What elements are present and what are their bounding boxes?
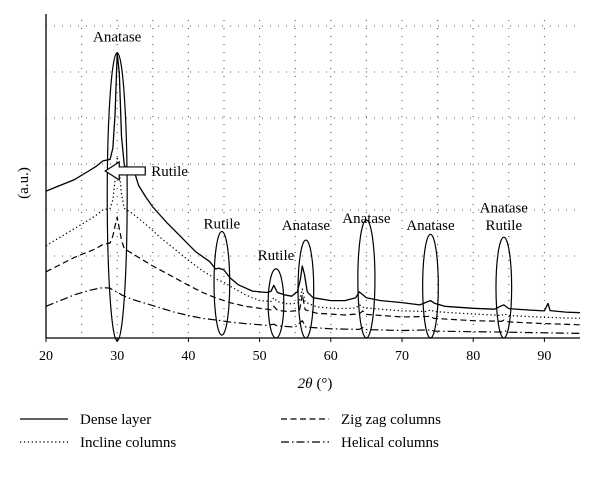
series-line-2 bbox=[45, 216, 581, 326]
peak-ellipse-2 bbox=[267, 268, 285, 339]
x-tick-label-5: 70 bbox=[395, 349, 409, 364]
x-ticks: 20 30 40 50 60 70 80 90 bbox=[39, 338, 551, 364]
series-group bbox=[45, 52, 581, 334]
annotation-label-8: Rutile bbox=[485, 218, 522, 234]
y-axis-label: (a.u.) bbox=[16, 167, 32, 199]
annotation-label-1: Rutile bbox=[151, 164, 188, 180]
rutile-arrow-icon bbox=[104, 160, 146, 182]
x-tick-label-3: 50 bbox=[253, 349, 267, 364]
annotation-label-0: Anatase bbox=[93, 29, 142, 45]
x-axis-label: 2θ (°) bbox=[298, 376, 333, 392]
legend-label-1: Incline columns bbox=[80, 435, 176, 451]
annotation-label-3: Rutile bbox=[258, 248, 295, 264]
grid bbox=[46, 20, 580, 338]
peak-ellipse-4 bbox=[357, 219, 376, 339]
legend: Dense layer Zig zag columns Incline column… bbox=[20, 412, 441, 451]
axes bbox=[45, 14, 580, 339]
x-axis-label-unit: (°) bbox=[316, 376, 332, 392]
x-tick-label-6: 80 bbox=[466, 349, 480, 364]
x-tick-label-1: 30 bbox=[110, 349, 124, 364]
annotation-label-2: Rutile bbox=[204, 217, 241, 233]
legend-label-3: Helical columns bbox=[341, 435, 439, 451]
annotation-label-6: Anatase bbox=[406, 218, 455, 234]
x-tick-label-4: 60 bbox=[324, 349, 338, 364]
legend-label-2: Zig zag columns bbox=[341, 412, 441, 428]
annotation-label-4: Anatase bbox=[282, 218, 331, 234]
series-line-3 bbox=[45, 287, 581, 334]
peak-ellipse-6 bbox=[495, 236, 513, 339]
ellipse-group bbox=[106, 52, 513, 342]
annotation-label-7: Anatase bbox=[480, 201, 529, 217]
legend-label-0: Dense layer bbox=[80, 412, 151, 428]
peak-ellipse-3 bbox=[297, 239, 315, 339]
x-tick-label-0: 20 bbox=[39, 349, 53, 364]
peak-ellipse-1 bbox=[213, 230, 231, 336]
peak-ellipse-5 bbox=[422, 233, 439, 339]
x-tick-label-2: 40 bbox=[181, 349, 195, 364]
series-line-1 bbox=[45, 156, 581, 319]
x-tick-label-7: 90 bbox=[537, 349, 551, 364]
x-axis-label-var: 2θ bbox=[298, 376, 314, 392]
annotation-label-5: Anatase bbox=[342, 211, 391, 227]
series-line-0 bbox=[45, 52, 581, 314]
